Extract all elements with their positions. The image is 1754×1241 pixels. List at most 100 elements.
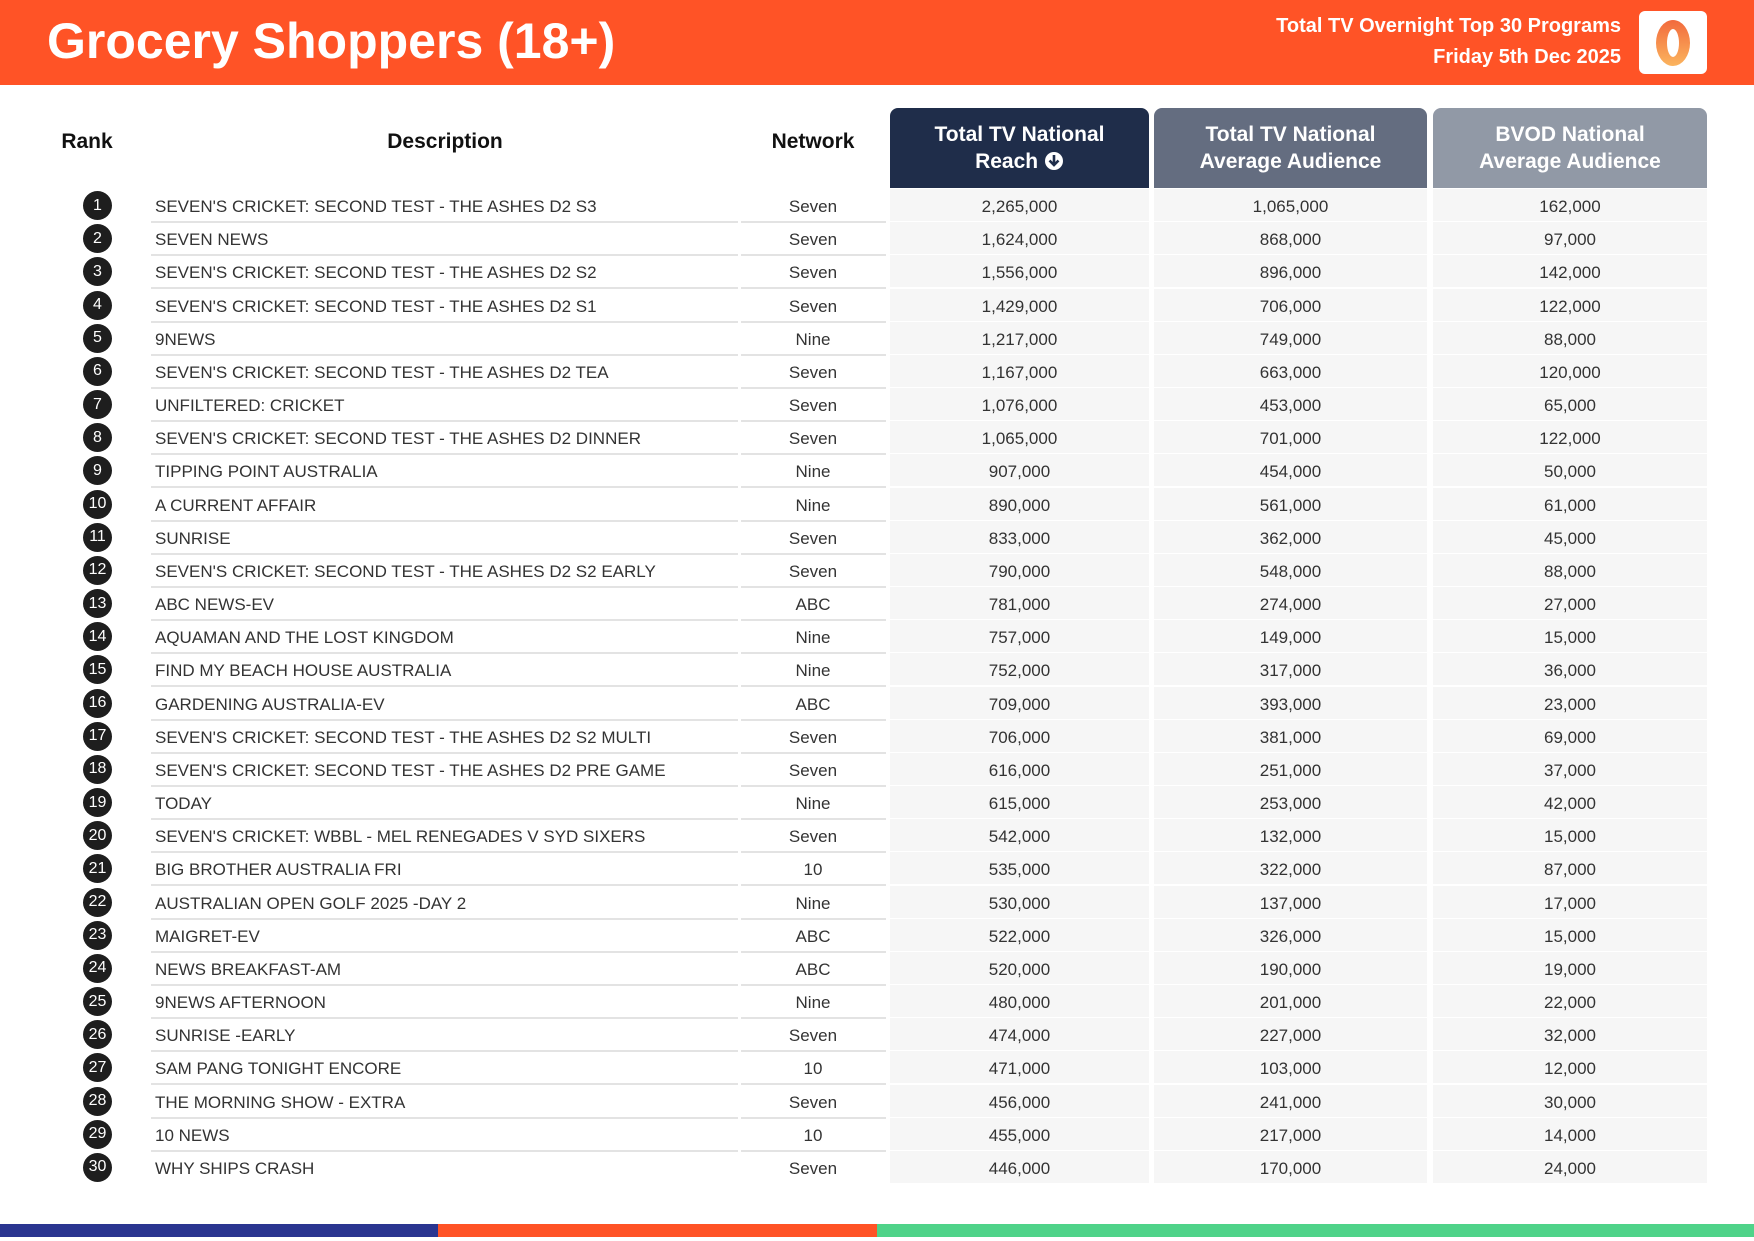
table-row[interactable]: 4 SEVEN'S CRICKET: SECOND TEST - THE ASHE… [0, 288, 1754, 323]
avg-audience-cell: 251,000 [1154, 752, 1427, 786]
avg-audience-cell: 241,000 [1154, 1084, 1427, 1118]
network-cell: Seven [788, 396, 838, 416]
bvod-header[interactable]: BVOD National Average Audience [1433, 108, 1707, 188]
table-row[interactable]: 19 TODAY Nine 615,000 253,000 42,000 [0, 786, 1754, 821]
bvod-cell: 88,000 [1433, 553, 1707, 587]
program-description: THE MORNING SHOW - EXTRA [155, 1092, 406, 1112]
row-divider [741, 784, 886, 787]
row-divider [151, 950, 738, 953]
table-row[interactable]: 21 BIG BROTHER AUSTRALIA FRI 10 535,000 322,… [0, 852, 1754, 887]
row-divider [151, 486, 738, 489]
table-row[interactable]: 12 SEVEN'S CRICKET: SECOND TEST - THE ASH… [0, 553, 1754, 588]
reach-cell: 890,000 [890, 487, 1149, 521]
bvod-cell: 97,000 [1433, 222, 1707, 256]
bvod-cell: 122,000 [1433, 288, 1707, 322]
reach-header[interactable]: Total TV National Reach [890, 108, 1149, 188]
row-divider [151, 453, 738, 456]
table-row[interactable]: 20 SEVEN'S CRICKET: WBBL - MEL RENEGADES … [0, 819, 1754, 854]
network-cell: ABC [795, 694, 831, 714]
reach-cell: 790,000 [890, 553, 1149, 587]
table-row[interactable]: 8 SEVEN'S CRICKET: SECOND TEST - THE ASHE… [0, 421, 1754, 456]
row-divider [151, 320, 738, 323]
row-divider [741, 353, 886, 356]
table-row[interactable]: 17 SEVEN'S CRICKET: SECOND TEST - THE ASH… [0, 719, 1754, 754]
bvod-cell: 120,000 [1433, 354, 1707, 388]
program-description: 9NEWS [155, 329, 216, 349]
reach-cell: 833,000 [890, 520, 1149, 554]
avg-audience-cell: 170,000 [1154, 1150, 1427, 1184]
footer-bar-green [877, 1224, 1754, 1237]
network-cell: Nine [795, 794, 831, 814]
table-row[interactable]: 29 10 NEWS 10 455,000 217,000 14,000 [0, 1117, 1754, 1152]
bvod-cell: 87,000 [1433, 852, 1707, 886]
network-cell: Nine [795, 661, 831, 681]
rank-badge: 16 [83, 688, 112, 718]
reach-header-line2: Reach [890, 148, 1149, 175]
rank-badge: 3 [83, 257, 112, 287]
avg-audience-cell: 217,000 [1154, 1117, 1427, 1151]
table-row[interactable]: 30 WHY SHIPS CRASH Seven 446,000 170,000 24,0… [0, 1150, 1754, 1184]
reach-cell: 522,000 [890, 918, 1149, 952]
table-row[interactable]: 3 SEVEN'S CRICKET: SECOND TEST - THE ASHE… [0, 255, 1754, 290]
table-row[interactable]: 27 SAM PANG TONIGHT ENCORE 10 471,000 103,00… [0, 1051, 1754, 1086]
row-divider [741, 287, 886, 290]
table-row[interactable]: 24 NEWS BREAKFAST-AM ABC 520,000 190,000 19,0… [0, 951, 1754, 986]
reach-header-line1: Total TV National [934, 123, 1105, 146]
table-row[interactable]: 16 GARDENING AUSTRALIA-EV ABC 709,000 393,00… [0, 686, 1754, 721]
rank-badge: 13 [83, 589, 112, 619]
rank-badge: 23 [83, 920, 112, 950]
reach-cell: 757,000 [890, 620, 1149, 654]
reach-cell: 706,000 [890, 719, 1149, 753]
table-row[interactable]: 14 AQUAMAN AND THE LOST KINGDOM Nine 757,00… [0, 620, 1754, 655]
table-row[interactable]: 23 MAIGRET-EV ABC 522,000 326,000 15,000 [0, 918, 1754, 953]
table-row[interactable]: 6 SEVEN'S CRICKET: SECOND TEST - THE ASHE… [0, 354, 1754, 389]
avg-audience-cell: 1,065,000 [1154, 189, 1427, 222]
table-row[interactable]: 9 TIPPING POINT AUSTRALIA Nine 907,000 454,0… [0, 454, 1754, 489]
bvod-header-line2: Average Audience [1479, 150, 1661, 173]
row-divider [741, 1116, 886, 1119]
row-divider [741, 1149, 886, 1152]
table-row[interactable]: 13 ABC NEWS-EV ABC 781,000 274,000 27,000 [0, 587, 1754, 622]
reach-cell: 1,429,000 [890, 288, 1149, 322]
header-banner: Grocery Shoppers (18+) Total TV Overnigh… [0, 0, 1754, 85]
sort-descending-icon[interactable] [1044, 151, 1064, 171]
row-divider [151, 585, 738, 588]
avg-audience-cell: 896,000 [1154, 255, 1427, 289]
table-row[interactable]: 22 AUSTRALIAN OPEN GOLF 2025 -DAY 2 Nine 53… [0, 885, 1754, 920]
bvod-cell: 12,000 [1433, 1051, 1707, 1085]
rank-badge: 26 [83, 1020, 112, 1050]
program-description: SEVEN'S CRICKET: SECOND TEST - THE ASHES… [155, 727, 652, 747]
table-row[interactable]: 18 SEVEN'S CRICKET: SECOND TEST - THE ASH… [0, 752, 1754, 787]
avg-header-line1: Total TV National [1205, 123, 1376, 146]
table-row[interactable]: 15 FIND MY BEACH HOUSE AUSTRALIA Nine 752,0… [0, 653, 1754, 688]
table-row[interactable]: 28 THE MORNING SHOW - EXTRA Seven 456,000 24… [0, 1084, 1754, 1119]
table-row[interactable]: 2 SEVEN NEWS Seven 1,624,000 868,000 97,000 [0, 222, 1754, 257]
avg-audience-cell: 137,000 [1154, 885, 1427, 919]
table-row[interactable]: 1 SEVEN'S CRICKET: SECOND TEST - THE ASHE… [0, 189, 1754, 223]
row-divider [151, 851, 738, 854]
avg-audience-cell: 253,000 [1154, 786, 1427, 820]
network-cell: Seven [788, 429, 838, 449]
avg-audience-cell: 749,000 [1154, 321, 1427, 355]
row-divider [151, 1149, 738, 1152]
program-description: SEVEN'S CRICKET: SECOND TEST - THE ASHES… [155, 760, 666, 780]
avg-audience-header[interactable]: Total TV National Average Audience [1154, 108, 1427, 188]
table-row[interactable]: 10 A CURRENT AFFAIR Nine 890,000 561,000 61,0… [0, 487, 1754, 522]
rank-badge: 4 [83, 290, 112, 320]
table-row[interactable]: 26 SUNRISE -EARLY Seven 474,000 227,000 32,00… [0, 1018, 1754, 1053]
row-divider [151, 552, 738, 555]
row-divider [741, 320, 886, 323]
table-row[interactable]: 7 UNFILTERED: CRICKET Seven 1,076,000 453,00… [0, 388, 1754, 423]
bvod-cell: 15,000 [1433, 819, 1707, 853]
avg-audience-cell: 201,000 [1154, 985, 1427, 1019]
table-row[interactable]: 25 9NEWS AFTERNOON Nine 480,000 201,000 22,00… [0, 985, 1754, 1020]
row-divider [741, 486, 886, 489]
table-row[interactable]: 5 9NEWS Nine 1,217,000 749,000 88,000 [0, 321, 1754, 356]
avg-header-line2: Average Audience [1199, 150, 1382, 173]
reach-cell: 471,000 [890, 1051, 1149, 1085]
table-row[interactable]: 11 SUNRISE Seven 833,000 362,000 45,000 [0, 520, 1754, 555]
description-header: Description [387, 130, 503, 153]
rank-badge: 24 [83, 953, 112, 983]
row-divider [741, 818, 886, 821]
network-header[interactable]: Network [771, 130, 855, 153]
